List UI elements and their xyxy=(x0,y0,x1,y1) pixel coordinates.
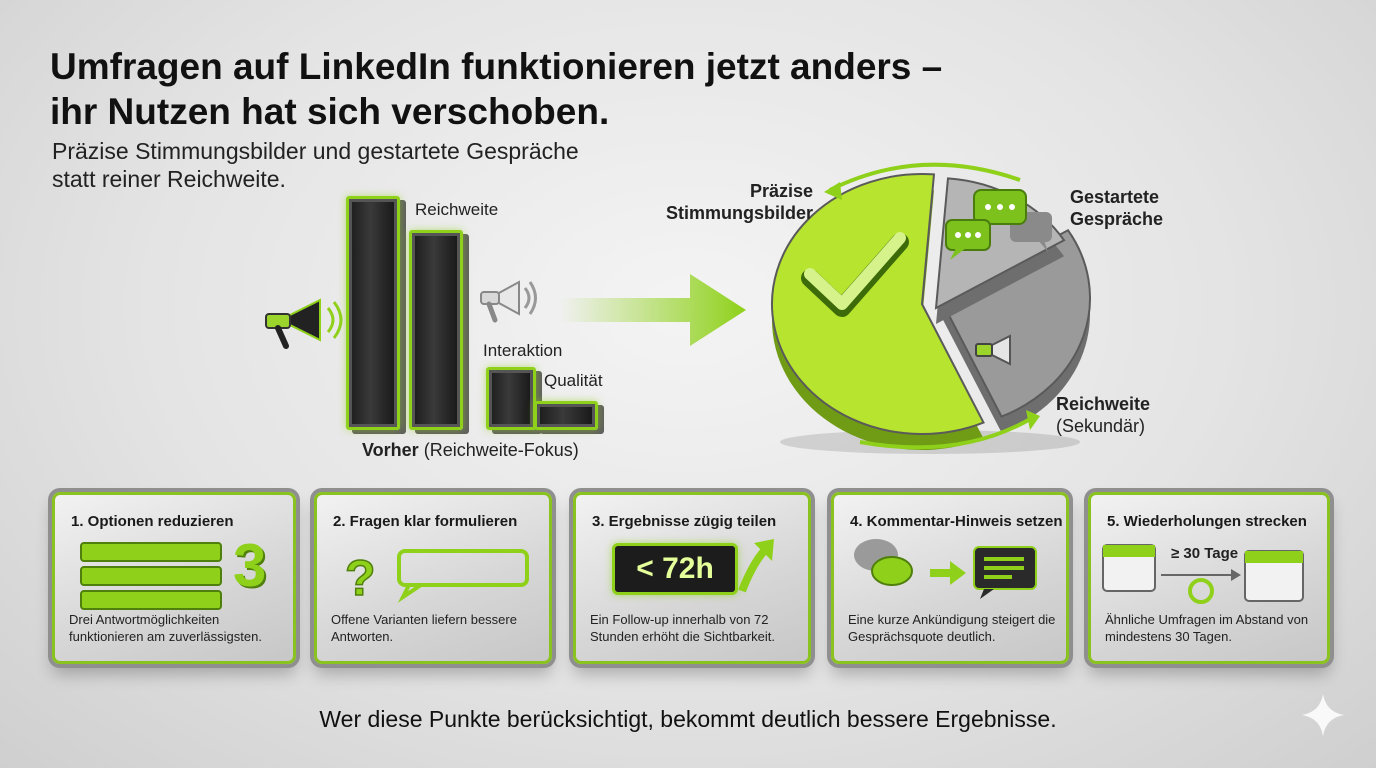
pie-slice-1 xyxy=(938,228,1091,418)
megaphone-icon xyxy=(265,298,343,349)
card-title: 2. Fragen klar formulieren xyxy=(333,513,518,530)
pie-label-reichweite-1: Reichweite xyxy=(1056,394,1151,414)
subtitle: Präzise Stimmungsbilder und gestartete G… xyxy=(52,137,579,193)
caption-rest: (Reichweite-Fokus) xyxy=(423,440,579,460)
pie-label-reichweite-2: (Sekundär) xyxy=(1056,416,1146,436)
card-kommentar: 4. Kommentar-Hinweis setzen Eine kurze A… xyxy=(831,492,1069,664)
footer-text: Wer diese Punkte berücksichtigt, bekommt… xyxy=(319,706,1057,732)
card-title: 4. Kommentar-Hinweis setzen xyxy=(850,513,1063,530)
three-options-icon xyxy=(80,542,222,610)
pie-megaphone-icon xyxy=(975,334,1011,366)
pie-label-gespraeche-2: Gespräche xyxy=(1070,209,1164,229)
after-pie-chart xyxy=(771,162,1091,454)
calendar-interval-icon xyxy=(1102,544,1304,604)
card-wiederholungen: 5. Wiederholungen strecken ≥ 30 Tage Ähn… xyxy=(1088,492,1330,664)
before-bar-2 xyxy=(486,367,536,430)
card-description: Offene Varianten liefern bessere Antwort… xyxy=(331,612,517,644)
before-bar-0 xyxy=(346,196,400,430)
card-description: Ähnliche Umfragen im Abstand von mindest… xyxy=(1105,612,1309,644)
page-title: Umfragen auf LinkedIn funktionieren jetz… xyxy=(50,44,942,134)
title-line-2: ihr Nutzen hat sich verschoben. xyxy=(50,91,610,132)
small-megaphone-icon xyxy=(480,280,537,323)
card-title: 1. Optionen reduzieren xyxy=(71,513,234,530)
sparkle-icon xyxy=(1302,694,1344,736)
growth-arrow-icon xyxy=(738,539,774,593)
pie-label-gespraeche-1: Gestartete xyxy=(1070,187,1160,207)
card-description: Drei Antwortmöglichkeiten funktionieren … xyxy=(69,612,262,644)
bar-label-interaktion: Interaktion xyxy=(483,341,563,360)
subtitle-line-2: statt reiner Reichweite. xyxy=(52,166,286,192)
card-description: Ein Follow-up innerhalb von 72 Stunden e… xyxy=(590,612,776,644)
pie-label-gespraeche: Gestartete Gespräche xyxy=(1070,186,1163,230)
chat-bubbles-icon xyxy=(945,189,1052,260)
before-bar-3 xyxy=(534,401,598,430)
top-curve-arrow xyxy=(829,162,1021,192)
pie-label-stimmungsbilder: Präzise Stimmungsbilder xyxy=(655,180,813,224)
pie-label-stimmungsbilder-2: Stimmungsbilder xyxy=(665,203,813,223)
pie-label-reichweite: Reichweite (Sekundär) xyxy=(1056,393,1150,437)
transition-arrow-icon xyxy=(560,274,746,346)
card-fragen: 2. Fragen klar formulieren ? Offene Vari… xyxy=(314,492,552,664)
time-badge: < 72h xyxy=(612,543,738,595)
caption-bold: Vorher xyxy=(362,440,419,460)
bottom-curve-arrow xyxy=(859,416,1034,450)
subtitle-line-1: Präzise Stimmungsbilder und gestartete G… xyxy=(52,138,579,164)
bar-label-reichweite: Reichweite xyxy=(415,200,499,219)
card-optionen: 1. Optionen reduzieren 3 Drei Antwortmög… xyxy=(52,492,296,664)
card-title: 3. Ergebnisse zügig teilen xyxy=(592,513,777,530)
bar-label-qualitaet: Qualität xyxy=(544,371,603,390)
title-line-1: Umfragen auf LinkedIn funktionieren jetz… xyxy=(50,46,943,87)
interval-label: ≥ 30 Tage xyxy=(1171,545,1239,562)
options-count: 3 xyxy=(233,532,267,599)
svg-text:?: ? xyxy=(345,550,376,606)
question-bubble-icon: ? xyxy=(344,549,529,607)
card-title: 5. Wiederholungen strecken xyxy=(1107,513,1307,530)
card-description: Eine kurze Ankündigung steigert die Gesp… xyxy=(848,612,1056,644)
before-bar-1 xyxy=(409,230,463,430)
checkmark-icon xyxy=(801,232,909,317)
pie-slice-0 xyxy=(771,173,985,435)
before-chart-caption: Vorher (Reichweite-Fokus) xyxy=(362,440,579,461)
card-ergebnisse: 3. Ergebnisse zügig teilen < 72h Ein Fol… xyxy=(573,492,811,664)
pie-label-stimmungsbilder-1: Präzise xyxy=(749,181,813,201)
top-arrow-head xyxy=(824,182,842,200)
comment-flow-icon xyxy=(854,539,1037,599)
bottom-arrow-head xyxy=(1026,410,1040,430)
